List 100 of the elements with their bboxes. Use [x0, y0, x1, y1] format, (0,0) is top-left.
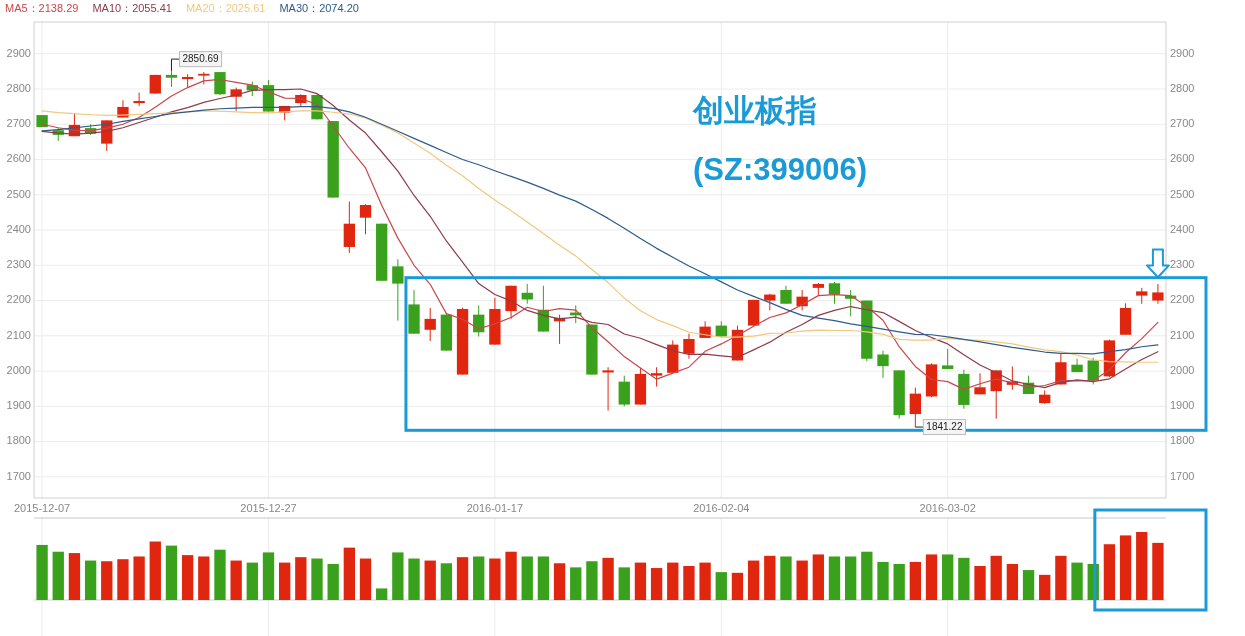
- bar: [553, 563, 566, 600]
- bar: [36, 544, 48, 600]
- x-tick-label: 2015-12-07: [13, 501, 71, 514]
- bar: [861, 551, 873, 600]
- bar: [812, 554, 824, 600]
- y2-tick-label: 2300: [1170, 258, 1195, 271]
- x-tick-label: 2016-02-04: [693, 501, 750, 514]
- x-tick-label: 2016-03-02: [919, 501, 976, 514]
- bar: [796, 560, 808, 600]
- bar: [1152, 542, 1164, 600]
- bar: [327, 563, 339, 600]
- y2-tick-label: 2900: [1170, 46, 1195, 59]
- bar: [133, 556, 145, 600]
- bar: [602, 557, 614, 600]
- bar: [359, 558, 372, 600]
- x-tick-label: 2016-01-17: [466, 501, 524, 514]
- bar: [262, 552, 275, 600]
- bar: [1039, 574, 1051, 600]
- bar: [521, 556, 533, 600]
- bar: [279, 562, 291, 600]
- bar: [845, 556, 857, 600]
- bar: [1103, 544, 1116, 600]
- bar: [440, 563, 453, 600]
- bar: [1006, 563, 1019, 600]
- bar: [942, 554, 954, 600]
- bar: [489, 558, 501, 600]
- bar: [52, 551, 64, 600]
- bar: [1022, 570, 1035, 600]
- bar: [1136, 532, 1148, 600]
- bar: [392, 552, 404, 600]
- bar: [230, 560, 242, 600]
- y2-tick-label: 2700: [1170, 117, 1195, 130]
- y2-tick-label: 1800: [1170, 434, 1195, 447]
- y-tick-label: 2500: [6, 187, 31, 200]
- bar: [958, 557, 970, 600]
- bar: [780, 556, 792, 600]
- y-tick-label: 2200: [6, 293, 31, 306]
- legend: MA5：2138.29 MA10：2055.41 MA20：2025.61 MA30：2074.20: [5, 1, 359, 14]
- bar: [731, 572, 744, 600]
- y-tick-label: 2700: [6, 117, 31, 130]
- bar: [214, 549, 226, 600]
- bar: [1119, 535, 1132, 600]
- bar: [909, 561, 921, 600]
- bar: [181, 555, 194, 600]
- bar: [1055, 555, 1067, 600]
- bar: [1071, 562, 1083, 600]
- y-tick-label: 2300: [6, 258, 31, 271]
- bar: [699, 562, 711, 600]
- bar: [990, 555, 1002, 600]
- bar: [667, 562, 679, 600]
- y-tick-label: 2100: [6, 328, 31, 341]
- bar: [68, 553, 81, 600]
- bar: [376, 588, 388, 600]
- bar: [650, 568, 663, 600]
- bar: [747, 560, 760, 600]
- bar: [311, 558, 323, 600]
- y2-tick-label: 2500: [1170, 187, 1195, 200]
- bar: [84, 560, 97, 600]
- bar: [618, 567, 630, 600]
- y-tick-label: 1800: [6, 434, 31, 447]
- bar: [456, 557, 469, 600]
- bar: [473, 556, 485, 600]
- y2-tick-label: 1700: [1170, 469, 1195, 482]
- y2-tick-label: 2000: [1170, 363, 1195, 376]
- bar: [408, 558, 420, 600]
- bar: [828, 556, 841, 600]
- bar: [634, 562, 647, 600]
- annotation: 1841.22: [914, 419, 966, 436]
- y2-tick-label: 2800: [1170, 81, 1195, 94]
- bar: [424, 560, 436, 600]
- bar: [295, 557, 307, 600]
- annotation: 2850.69: [170, 51, 223, 72]
- y2-tick-label: 2400: [1170, 222, 1195, 235]
- bar: [198, 556, 210, 600]
- bar: [925, 554, 938, 600]
- bar: [974, 566, 986, 600]
- bar: [683, 566, 695, 600]
- bar: [877, 561, 889, 600]
- bar: [149, 541, 161, 600]
- y-tick-label: 2600: [6, 152, 31, 165]
- y-tick-label: 2000: [6, 363, 31, 376]
- bar: [246, 562, 258, 600]
- y-tick-label: 2400: [6, 222, 31, 235]
- bar: [505, 551, 517, 600]
- y-tick-label: 2900: [6, 46, 31, 59]
- y-tick-label: 2800: [6, 81, 31, 94]
- text: (SZ:399006): [693, 152, 868, 188]
- y2-tick-label: 2200: [1170, 293, 1195, 306]
- annotation: 2850.69: [182, 52, 220, 64]
- bar: [343, 547, 355, 600]
- y2-tick-label: 1900: [1170, 399, 1195, 412]
- bar: [570, 567, 582, 600]
- bar: [101, 561, 113, 600]
- y-tick-label: 1700: [6, 469, 31, 482]
- bar: [586, 561, 598, 600]
- x-tick-label: 2015-12-27: [240, 501, 297, 514]
- bar: [715, 572, 727, 600]
- y-tick-label: 1900: [6, 399, 31, 412]
- y2-tick-label: 2100: [1170, 328, 1195, 341]
- y2-tick-label: 2600: [1170, 152, 1195, 165]
